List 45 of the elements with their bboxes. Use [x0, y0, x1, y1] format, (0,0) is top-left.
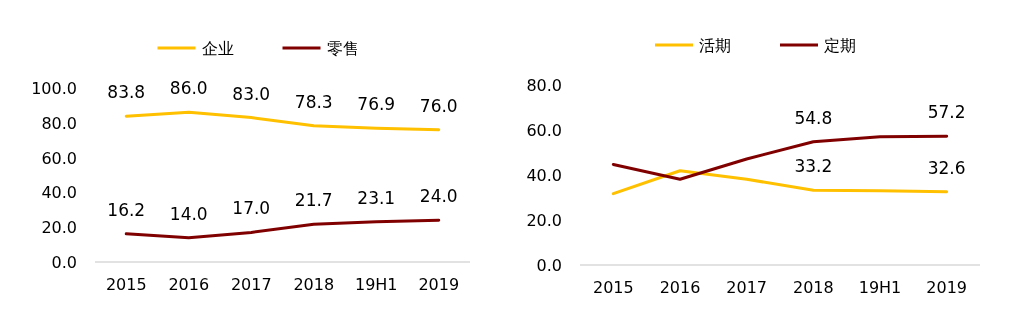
- data-label: 86.0: [169, 78, 208, 99]
- line-series: [124, 110, 441, 132]
- legend-label: 定期: [824, 36, 856, 55]
- y-tick-label: 0.0: [536, 256, 562, 275]
- x-tick-label: 2017: [726, 278, 768, 297]
- data-label: 83.0: [232, 83, 271, 104]
- x-tick-label: 2019: [418, 275, 460, 294]
- data-label: 16.2: [107, 199, 146, 220]
- y-tick-label: 80.0: [526, 76, 562, 95]
- data-label: 21.7: [294, 190, 333, 211]
- y-tick-label: 100.0: [31, 79, 77, 98]
- y-tick-label: 60.0: [41, 148, 77, 168]
- x-tick-label: 19H1: [858, 278, 902, 297]
- x-tick-label: 2015: [105, 275, 147, 294]
- y-tick-label: 40.0: [41, 183, 77, 203]
- y-tick-label: 20.0: [41, 218, 77, 238]
- line-series: [124, 218, 441, 240]
- data-label: 33.2: [794, 156, 833, 177]
- x-tick-label: 2018: [293, 275, 335, 294]
- data-label: 76.9: [357, 94, 396, 115]
- data-label: 23.1: [357, 187, 396, 208]
- x-tick-label: 2015: [592, 278, 634, 297]
- x-tick-label: 19H1: [354, 275, 398, 294]
- data-label: 76.0: [419, 95, 458, 116]
- x-tick-label: 2016: [659, 278, 701, 297]
- x-tick-label: 2018: [792, 278, 834, 297]
- legend-label: 零售: [326, 39, 359, 58]
- legend-label: 活期: [699, 36, 731, 55]
- y-tick-label: 80.0: [41, 113, 77, 133]
- x-tick-label: 2019: [926, 278, 968, 297]
- y-tick-label: 40.0: [526, 166, 562, 185]
- y-tick-label: 20.0: [526, 211, 562, 230]
- y-tick-label: 60.0: [526, 121, 562, 140]
- data-label: 54.8: [794, 107, 833, 128]
- data-label: 24.0: [419, 186, 458, 207]
- data-label: 32.6: [927, 157, 966, 178]
- data-label: 14.0: [169, 203, 208, 224]
- data-label: 83.8: [107, 82, 146, 103]
- data-label: 17.0: [232, 198, 271, 219]
- x-tick-label: 2016: [168, 275, 210, 294]
- data-label: 78.3: [294, 91, 333, 112]
- x-tick-label: 2017: [230, 275, 272, 294]
- data-label: 57.2: [927, 102, 966, 123]
- y-tick-label: 0.0: [51, 253, 77, 272]
- legend-label: 企业: [201, 39, 234, 58]
